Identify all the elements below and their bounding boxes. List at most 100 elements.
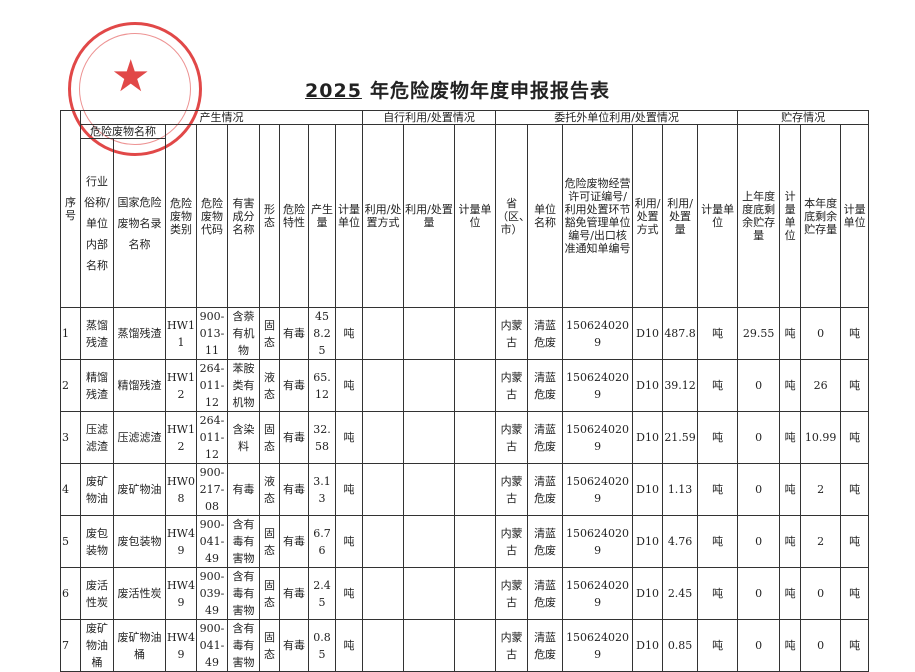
table-cell: 吨 (334, 307, 364, 360)
table-cell: 吨 (697, 359, 739, 412)
table-cell: 0 (737, 359, 781, 412)
table-cell: 有毒 (279, 411, 309, 464)
table-cell: 吨 (840, 619, 870, 672)
table-cell: 废包装物 (80, 515, 114, 568)
table-cell: 废矿物油桶 (80, 619, 114, 672)
table-cell: 内蒙古 (495, 359, 529, 412)
table-body: 1 蒸馏残渣 蒸馏残渣 HW11 900-013-11 含萘有机物 固态 有毒 458.25 吨内… (60, 307, 870, 672)
col-unit: 计量单位 (334, 124, 364, 308)
col-company: 单位名称 (527, 124, 564, 308)
table-cell: 6 (60, 567, 81, 620)
col-self-method: 利用/处置方式 (362, 124, 405, 308)
col-national-name: 国家危险废物名录名称 (113, 138, 166, 308)
col-prev-storage: 上年度度底剩余贮存量 (737, 124, 781, 308)
table-cell: 内蒙古 (495, 619, 529, 672)
table-cell: 5 (60, 515, 81, 568)
table-cell: D10 (632, 567, 664, 620)
table-cell: 0 (737, 567, 781, 620)
table-cell: 吨 (779, 411, 802, 464)
col-category: 危险废物类别 (165, 124, 197, 308)
table-row: 5 废包装物 废包装物 HW49 900-041-49 含有毒有害物 固态 有毒 6.76 吨内蒙… (60, 515, 870, 568)
table-cell: 6.76 (308, 515, 336, 568)
table-cell: 内蒙古 (495, 307, 529, 360)
table-cell: 1 (60, 307, 81, 360)
col-seq: 序号 (60, 110, 81, 308)
table-cell: 压滤滤渣 (80, 411, 114, 464)
table-cell (403, 515, 456, 568)
table-cell (454, 307, 497, 360)
table-cell: 清蓝危废 (527, 619, 564, 672)
table-cell: 吨 (697, 619, 739, 672)
table-cell (362, 515, 405, 568)
table-cell: 7 (60, 619, 81, 672)
group-storage: 贮存情况 (737, 110, 870, 125)
table-cell (454, 463, 497, 516)
table-cell: 3.13 (308, 463, 336, 516)
table-cell: 0 (737, 515, 781, 568)
col-license: 危险废物经营许可证编号/利用处置环节豁免管理单位编号/出口核准通知单编号 (562, 124, 634, 308)
table-cell: 精馏残渣 (113, 359, 166, 412)
table-cell (454, 619, 497, 672)
table-cell: 内蒙古 (495, 515, 529, 568)
table-cell (362, 411, 405, 464)
table-cell: 900-041-49 (196, 515, 228, 568)
table-cell: D10 (632, 307, 664, 360)
table-cell: 蒸馏残渣 (113, 307, 166, 360)
table-cell: 吨 (334, 515, 364, 568)
table-cell: 0 (737, 411, 781, 464)
table-cell: 有毒 (279, 307, 309, 360)
table-cell: 1506240209 (562, 567, 634, 620)
table-cell (403, 411, 456, 464)
table-cell: 吨 (334, 411, 364, 464)
table-cell: 0.85 (308, 619, 336, 672)
table-cell: 1506240209 (562, 619, 634, 672)
table-cell: 废矿物油 (113, 463, 166, 516)
col-province: 省（区、市） (495, 124, 529, 308)
col-ent-amount: 利用/处置量 (662, 124, 699, 308)
table-cell: HW49 (165, 515, 197, 568)
table-cell: 900-217-08 (196, 463, 228, 516)
table-cell: 含有毒有害物 (227, 567, 260, 620)
col-self-amount: 利用/处置量 (403, 124, 456, 308)
table-cell: 有毒 (279, 619, 309, 672)
table-cell: 65.12 (308, 359, 336, 412)
table-cell: 吨 (779, 567, 802, 620)
group-self-use: 自行利用/处置情况 (362, 110, 497, 125)
table-cell: 吨 (334, 619, 364, 672)
table-cell: 吨 (779, 307, 802, 360)
table-row: 4 废矿物油 废矿物油 HW08 900-217-08 有毒 液态 有毒 3.13 吨内蒙古 清蓝危… (60, 463, 870, 516)
table-cell: 26 (800, 359, 842, 412)
table-cell: 2 (800, 463, 842, 516)
col-self-unit: 计量单位 (454, 124, 497, 308)
table-cell: 39.12 (662, 359, 699, 412)
table-cell: 2 (60, 359, 81, 412)
col-prev-unit: 计量单位 (779, 124, 802, 308)
table-cell: 内蒙古 (495, 411, 529, 464)
table-cell: 32.58 (308, 411, 336, 464)
table-cell: 固态 (259, 619, 280, 672)
table-cell (362, 619, 405, 672)
group-waste-name: 危险废物名称 (80, 124, 166, 139)
table-cell (403, 359, 456, 412)
table-cell: 废包装物 (113, 515, 166, 568)
table-cell: 吨 (840, 359, 870, 412)
table-cell: 1506240209 (562, 411, 634, 464)
table-row: 7 废矿物油桶 废矿物油桶 HW49 900-041-49 含有毒有害物 固态 有毒 0.85 吨… (60, 619, 870, 672)
table-cell: 1506240209 (562, 515, 634, 568)
table-cell: 吨 (840, 463, 870, 516)
table-cell: D10 (632, 411, 664, 464)
table-cell: 吨 (334, 567, 364, 620)
table-cell: D10 (632, 359, 664, 412)
group-generation: 产生情况 (79, 110, 364, 125)
table-cell: 吨 (779, 619, 802, 672)
table-cell: 487.8 (662, 307, 699, 360)
table-cell: 清蓝危废 (527, 567, 564, 620)
table-row: 1 蒸馏残渣 蒸馏残渣 HW11 900-013-11 含萘有机物 固态 有毒 458.25 吨内… (60, 307, 870, 360)
table-cell: 2.45 (662, 567, 699, 620)
table-row: 2 精馏残渣 精馏残渣 HW12 264-011-12 苯胺类有机物 液态 有毒 65.12 吨内… (60, 359, 870, 412)
table-cell (362, 567, 405, 620)
table-cell: 有毒 (279, 359, 309, 412)
group-entrusted: 委托外单位利用/处置情况 (495, 110, 739, 125)
table-cell (454, 567, 497, 620)
table-cell: 264-011-12 (196, 359, 228, 412)
